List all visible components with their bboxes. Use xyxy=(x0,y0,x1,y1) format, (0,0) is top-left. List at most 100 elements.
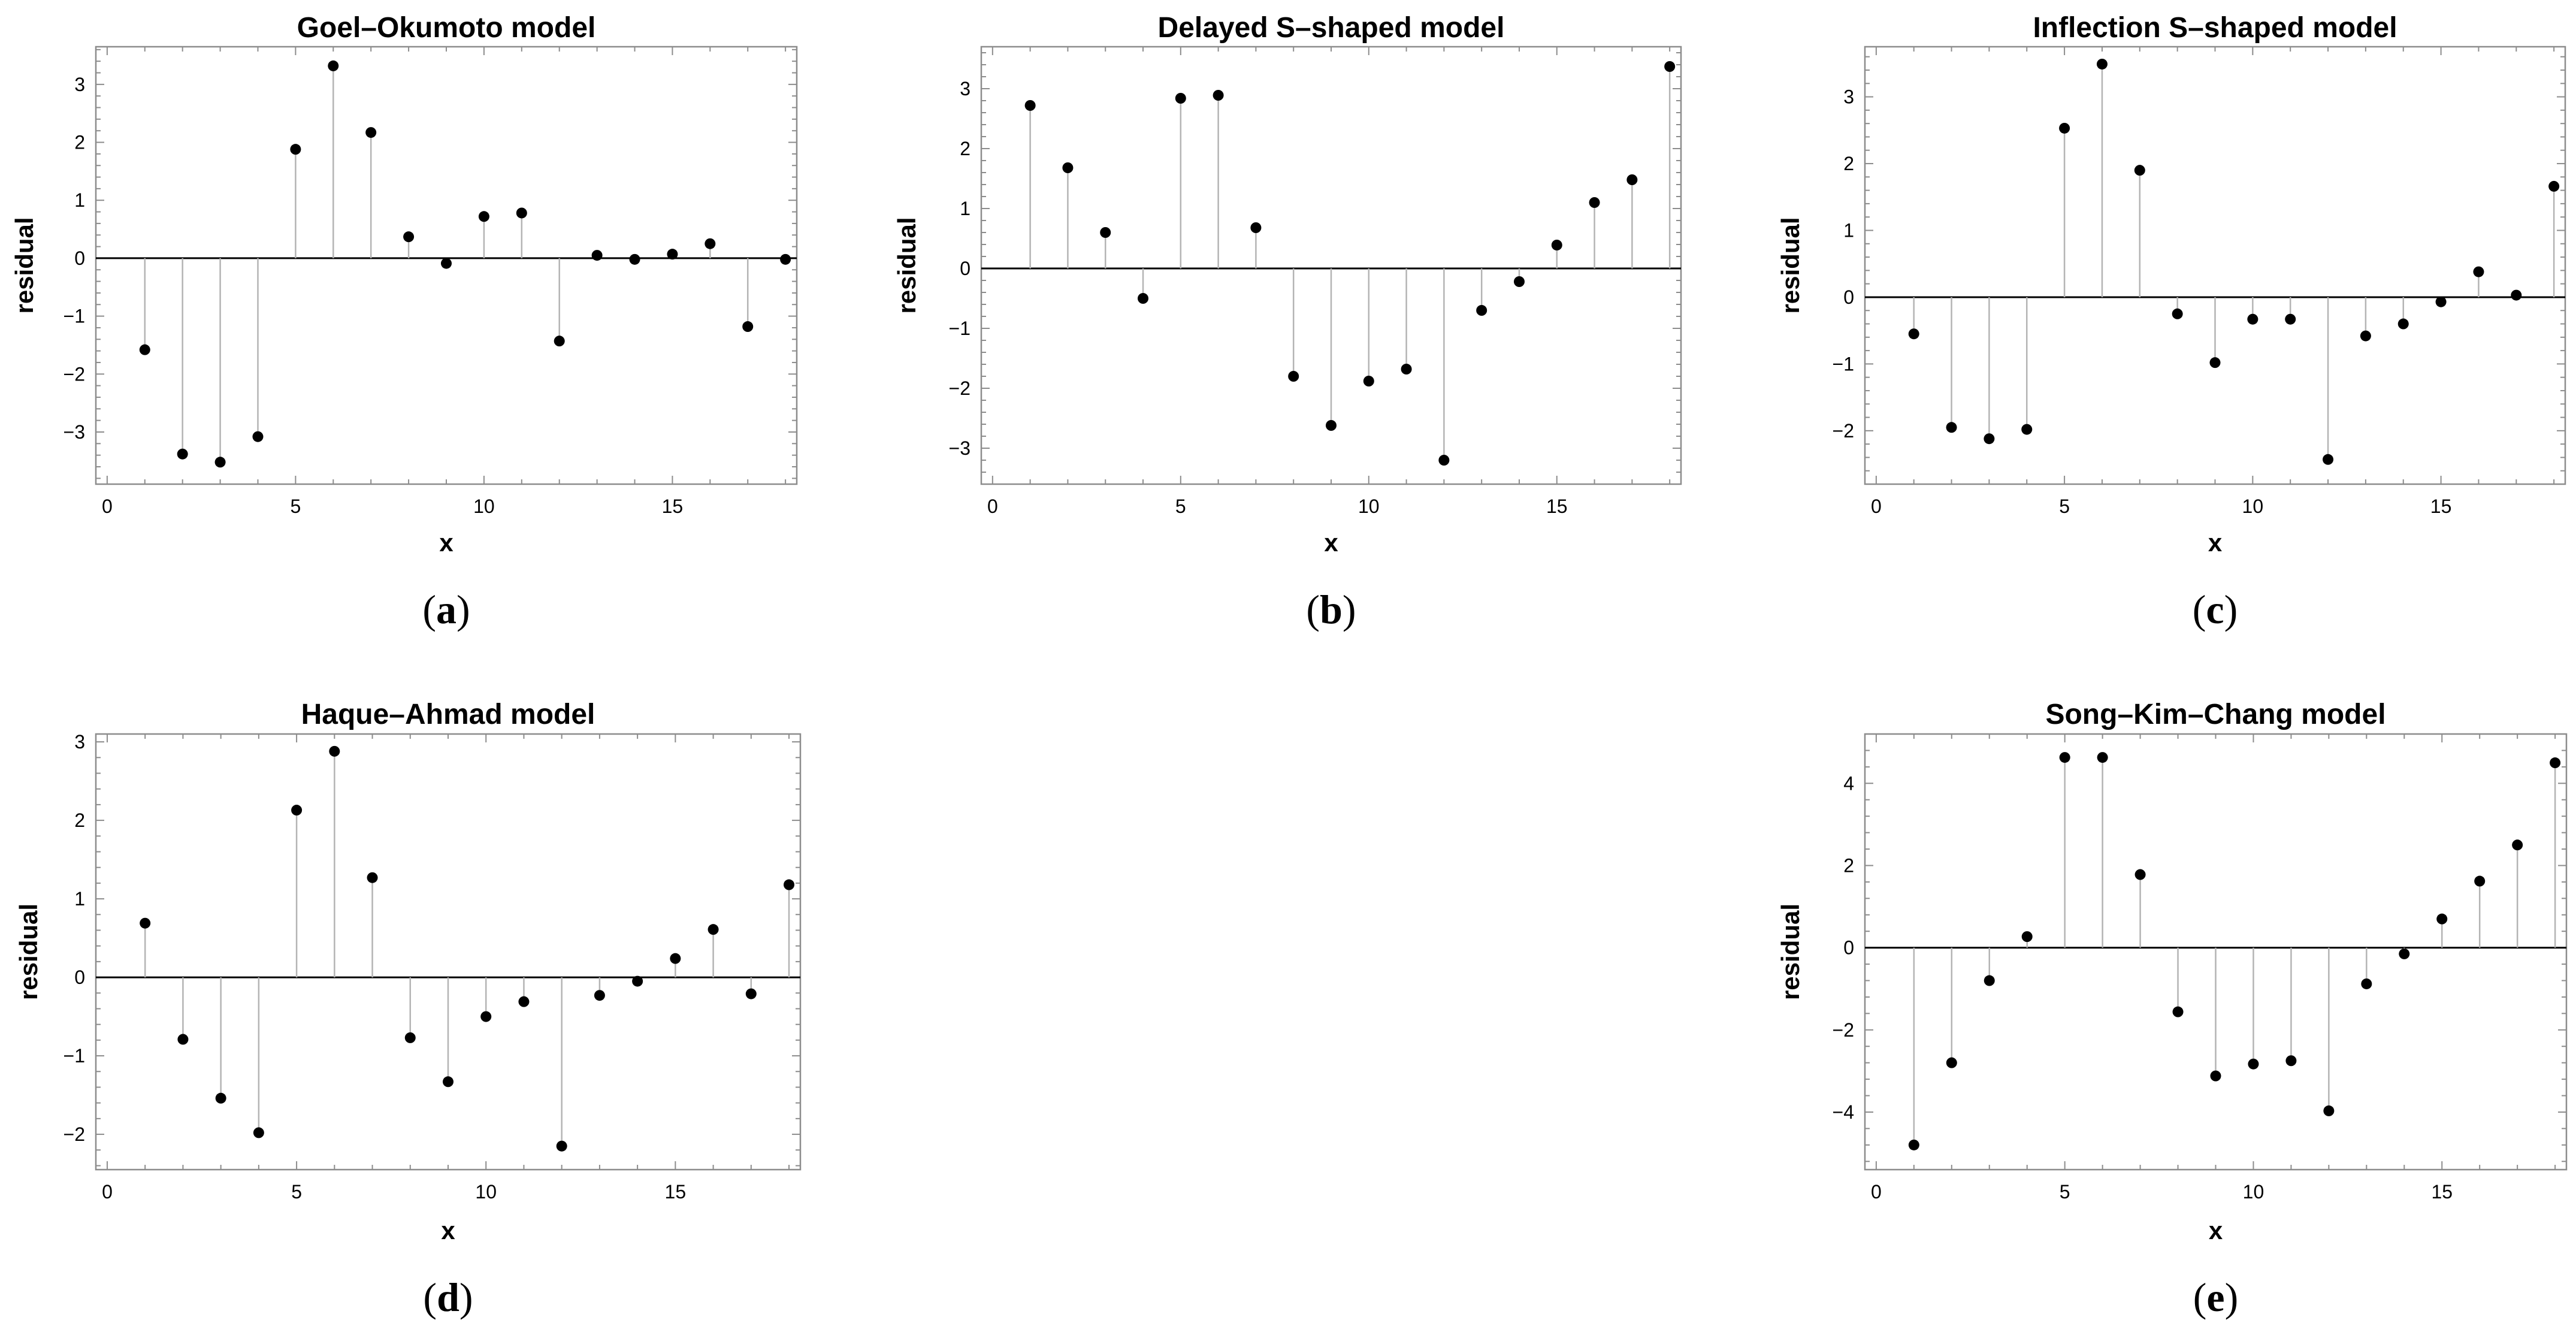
residual-point xyxy=(1984,975,1995,986)
residual-point xyxy=(1138,293,1149,304)
residual-point xyxy=(591,250,603,261)
y-tick-label: 3 xyxy=(960,78,970,99)
residual-point xyxy=(1326,420,1337,431)
x-axis-label: x xyxy=(2208,528,2223,557)
residual-point xyxy=(2096,58,2108,70)
residual-point xyxy=(2435,296,2447,307)
y-tick-label: 2 xyxy=(1843,854,1854,876)
residual-point xyxy=(365,127,377,138)
y-tick-label: 1 xyxy=(960,198,970,219)
residual-point xyxy=(2361,978,2372,989)
x-tick-label: 15 xyxy=(2431,1181,2453,1203)
x-tick-label: 15 xyxy=(2430,496,2452,517)
panel-caption: (c) xyxy=(2193,587,2238,632)
panel-caption-letter: d xyxy=(437,1274,459,1320)
residual-point xyxy=(745,988,757,999)
x-tick-label: 10 xyxy=(1358,496,1380,517)
chart-title: Haque–Ahmad model xyxy=(301,699,595,730)
panel-caption-letter: c xyxy=(2206,587,2224,632)
y-tick-label: 0 xyxy=(1843,286,1854,308)
y-tick-label: −1 xyxy=(949,318,970,339)
residual-point xyxy=(253,1127,264,1138)
y-tick-label: 0 xyxy=(1843,937,1854,959)
residual-point xyxy=(1984,433,1995,445)
y-tick-label: 4 xyxy=(1843,772,1854,794)
x-tick-label: 5 xyxy=(2059,496,2070,517)
residual-point xyxy=(441,258,452,269)
residual-point xyxy=(329,745,340,757)
chart-title: Song–Kim–Chang model xyxy=(2045,699,2385,730)
panel-caption: (b) xyxy=(1306,587,1356,632)
residual-point xyxy=(2172,308,2183,319)
residual-point xyxy=(1024,100,1036,111)
y-tick-label: 0 xyxy=(74,247,85,269)
residual-point xyxy=(177,1034,189,1045)
residual-point xyxy=(2248,1058,2259,1070)
y-axis-label: residual xyxy=(10,217,38,313)
residual-point xyxy=(215,1092,226,1104)
x-tick-label: 10 xyxy=(2243,1181,2264,1203)
y-tick-label: 2 xyxy=(960,138,970,159)
x-axis-label: x xyxy=(1324,528,1338,557)
x-tick-label: 5 xyxy=(290,496,301,517)
panel-caption-letter: e xyxy=(2206,1274,2224,1320)
panel-caption: (e) xyxy=(2193,1274,2239,1320)
residual-point xyxy=(629,253,640,265)
chart-title: Inflection S–shaped model xyxy=(2033,12,2397,44)
residual-point xyxy=(2548,180,2560,192)
residual-point xyxy=(214,457,226,468)
y-tick-label: 3 xyxy=(74,731,85,753)
residual-point xyxy=(177,448,188,460)
plot-frame xyxy=(1864,46,2566,485)
panel-caption: (d) xyxy=(423,1274,473,1320)
residual-point xyxy=(2134,869,2146,880)
residual-point xyxy=(1908,1139,1919,1150)
residual-point xyxy=(1288,371,1299,382)
residual-point xyxy=(2247,313,2258,325)
residual-point xyxy=(1363,376,1374,386)
plot-frame xyxy=(95,733,802,1171)
y-tick-label: 1 xyxy=(74,189,85,211)
residual-point xyxy=(2474,875,2486,887)
residual-point xyxy=(2399,948,2410,959)
residual-point xyxy=(2209,357,2221,369)
residual-point xyxy=(2285,313,2296,325)
residual-point xyxy=(1250,222,1262,233)
y-axis-label: residual xyxy=(14,904,43,1000)
x-tick-label: 0 xyxy=(1871,1181,1882,1203)
x-axis-label: x xyxy=(2209,1216,2223,1245)
residual-point xyxy=(784,879,795,890)
chart-title: Goel–Okumoto model xyxy=(297,12,596,44)
residual-point xyxy=(443,1076,453,1088)
x-tick-label: 5 xyxy=(2060,1181,2070,1203)
residual-point xyxy=(403,231,415,243)
residual-point xyxy=(2473,266,2484,277)
residual-point xyxy=(139,344,150,355)
residual-point xyxy=(290,144,301,155)
residual-point xyxy=(2511,289,2522,301)
x-tick-label: 5 xyxy=(291,1181,302,1203)
x-axis-label: x xyxy=(439,528,453,557)
residual-point xyxy=(367,872,378,883)
y-tick-label: 1 xyxy=(1843,219,1854,241)
x-tick-label: 0 xyxy=(1871,496,1882,517)
residual-point xyxy=(2210,1070,2221,1082)
y-tick-label: 2 xyxy=(1843,153,1854,174)
panel-caption-letter: a xyxy=(436,587,456,632)
y-tick-label: 0 xyxy=(74,966,85,988)
residual-point xyxy=(2285,1055,2297,1067)
x-tick-label: 10 xyxy=(2242,496,2264,517)
y-tick-label: −2 xyxy=(949,377,970,399)
chart-panel-e: 0 5 10 15 −4 −2 0 2 4 Song–Kim–Chang model x residu… xyxy=(1776,699,2568,1320)
residual-point xyxy=(1946,422,1957,433)
residual-point xyxy=(554,336,565,347)
residual-point xyxy=(632,975,643,987)
y-tick-label: 3 xyxy=(1843,86,1854,108)
y-tick-label: 2 xyxy=(74,810,85,831)
residual-point xyxy=(1438,455,1450,466)
residual-point xyxy=(2059,122,2070,134)
y-tick-label: 2 xyxy=(74,132,85,153)
residual-point xyxy=(2097,752,2108,763)
residual-point xyxy=(328,60,339,71)
